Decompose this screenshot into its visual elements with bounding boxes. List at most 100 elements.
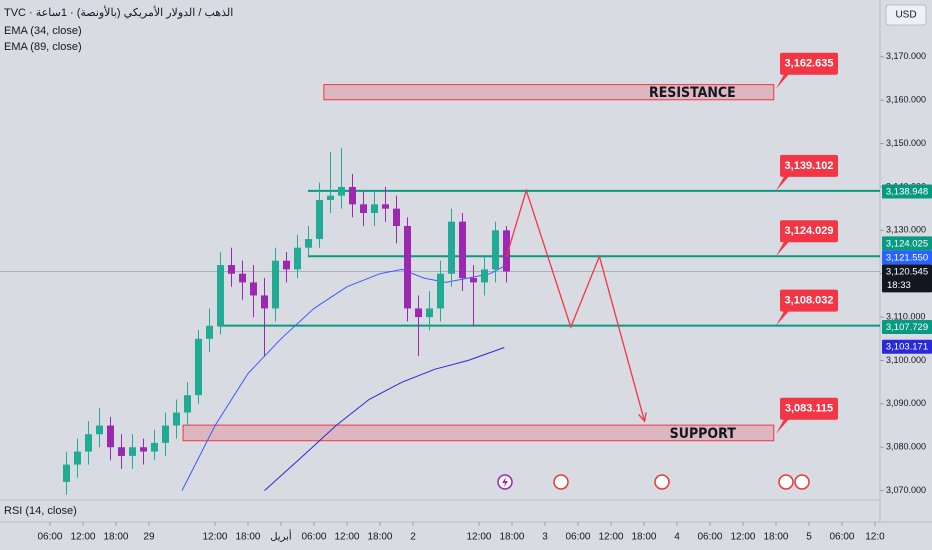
callout-pointer — [776, 172, 792, 191]
candle-body — [139, 447, 147, 452]
x-tick-label: 4 — [674, 532, 680, 543]
event-icon[interactable] — [553, 474, 569, 490]
x-tick-label: 06:00 — [37, 532, 62, 543]
projection-path — [505, 188, 646, 422]
candle-body — [403, 226, 411, 309]
candle-body — [205, 325, 213, 339]
callout-pointer — [776, 70, 792, 89]
y-tick-label: 3,160.000 — [886, 95, 926, 105]
candle-body — [326, 195, 334, 200]
x-tick-label: 12:00 — [70, 532, 95, 543]
candle-body — [260, 295, 268, 309]
x-tick-label: 18:00 — [499, 532, 524, 543]
candle-body — [425, 308, 433, 318]
x-tick-label: 06:00 — [565, 532, 590, 543]
y-tick-label: 3,070.000 — [886, 485, 926, 495]
candle-body — [315, 199, 323, 240]
candle-body — [161, 425, 169, 443]
x-tick-label: أبريل — [270, 530, 292, 543]
candle-body — [73, 451, 81, 465]
callout-label: 3,139.102 — [785, 160, 834, 172]
price-tag — [882, 264, 932, 293]
callout-label: 3,108.032 — [785, 295, 834, 307]
candle-body — [106, 425, 114, 448]
candle-body — [216, 265, 224, 326]
candle-body — [128, 447, 136, 456]
pane-label: RSI (14, close) — [4, 505, 77, 517]
callout-pointer — [776, 307, 792, 326]
x-tick-label: 18:00 — [103, 532, 128, 543]
event-glyph — [502, 477, 508, 487]
callout-label: 3,124.029 — [785, 225, 834, 237]
candle-body — [150, 442, 158, 452]
candle-body — [293, 247, 301, 270]
price-tag-label: 3,103.171 — [886, 342, 928, 353]
price-tag — [882, 250, 932, 265]
x-tick-label: 18:00 — [235, 532, 260, 543]
candle-body — [392, 208, 400, 227]
candle-body — [194, 338, 202, 396]
y-tick-label: 3,080.000 — [886, 442, 926, 452]
y-tick-label: 3,170.000 — [886, 51, 926, 61]
x-tick-label: 12:00 — [598, 532, 623, 543]
candle-body — [436, 273, 444, 309]
event-icon[interactable] — [778, 474, 794, 490]
candle-body — [348, 186, 356, 205]
candle-body — [480, 269, 488, 283]
x-tick-label: 12:00 — [202, 532, 227, 543]
ema-line — [181, 264, 507, 491]
candle-body — [337, 186, 345, 196]
y-tick-label: 3,110.000 — [886, 311, 925, 321]
candle-body — [381, 204, 389, 209]
callout-box — [780, 52, 838, 75]
x-tick-label: 18:00 — [367, 532, 392, 543]
price-tag — [882, 236, 932, 251]
y-tick-label: 3,130.000 — [886, 225, 926, 235]
event-icon[interactable] — [654, 474, 670, 490]
candle-body — [227, 265, 235, 274]
ema-line — [264, 347, 505, 491]
candle-body — [238, 273, 246, 283]
candle-body — [414, 308, 422, 318]
x-tick-label: 18:00 — [763, 532, 788, 543]
callout-label: 3,162.635 — [785, 58, 834, 70]
candle-body — [359, 204, 367, 213]
x-tick-label: 06:00 — [301, 532, 326, 543]
price-tag-label: 3,120.545 — [886, 266, 928, 277]
candle-body — [282, 260, 290, 270]
x-tick-label: 2 — [410, 532, 416, 543]
plot-area: RESISTANCE SUPPORT — [0, 84, 880, 495]
candle-body — [304, 239, 312, 248]
callout-pointer — [776, 238, 792, 257]
x-tick-label: 18:00 — [631, 532, 656, 543]
callout-pointer — [776, 415, 792, 434]
chart-title: TVC · الذهب / الدولار الأمريكي (بالأونصة… — [4, 5, 233, 19]
x-tick-label: 06:00 — [829, 532, 854, 543]
event-icon[interactable] — [794, 474, 810, 490]
candle-body — [271, 260, 279, 309]
candle-body — [95, 425, 103, 435]
price-tag-countdown: 18:33 — [887, 280, 911, 291]
zone-label: RESISTANCE — [649, 85, 736, 101]
candle-body — [172, 412, 180, 426]
x-tick-label: 12:0 — [865, 532, 885, 543]
candle-body — [458, 221, 466, 279]
callout-label: 3,083.115 — [785, 403, 833, 415]
candle-body — [502, 230, 510, 272]
candle-body — [370, 204, 378, 213]
candle-body — [117, 447, 125, 456]
currency: USD — [895, 10, 916, 21]
candle-body — [447, 221, 455, 274]
candle-body — [62, 464, 70, 482]
y-tick-label: 3,100.000 — [886, 355, 926, 365]
currency-button[interactable] — [885, 4, 927, 26]
price-tag-label: 3,138.948 — [886, 187, 928, 198]
x-tick-label: 06:00 — [697, 532, 722, 543]
price-tag — [882, 339, 932, 354]
event-icons — [497, 474, 810, 490]
zone-label: SUPPORT — [670, 426, 737, 442]
x-tick-label: 12:00 — [466, 532, 491, 543]
x-tick-label: 29 — [143, 532, 155, 543]
